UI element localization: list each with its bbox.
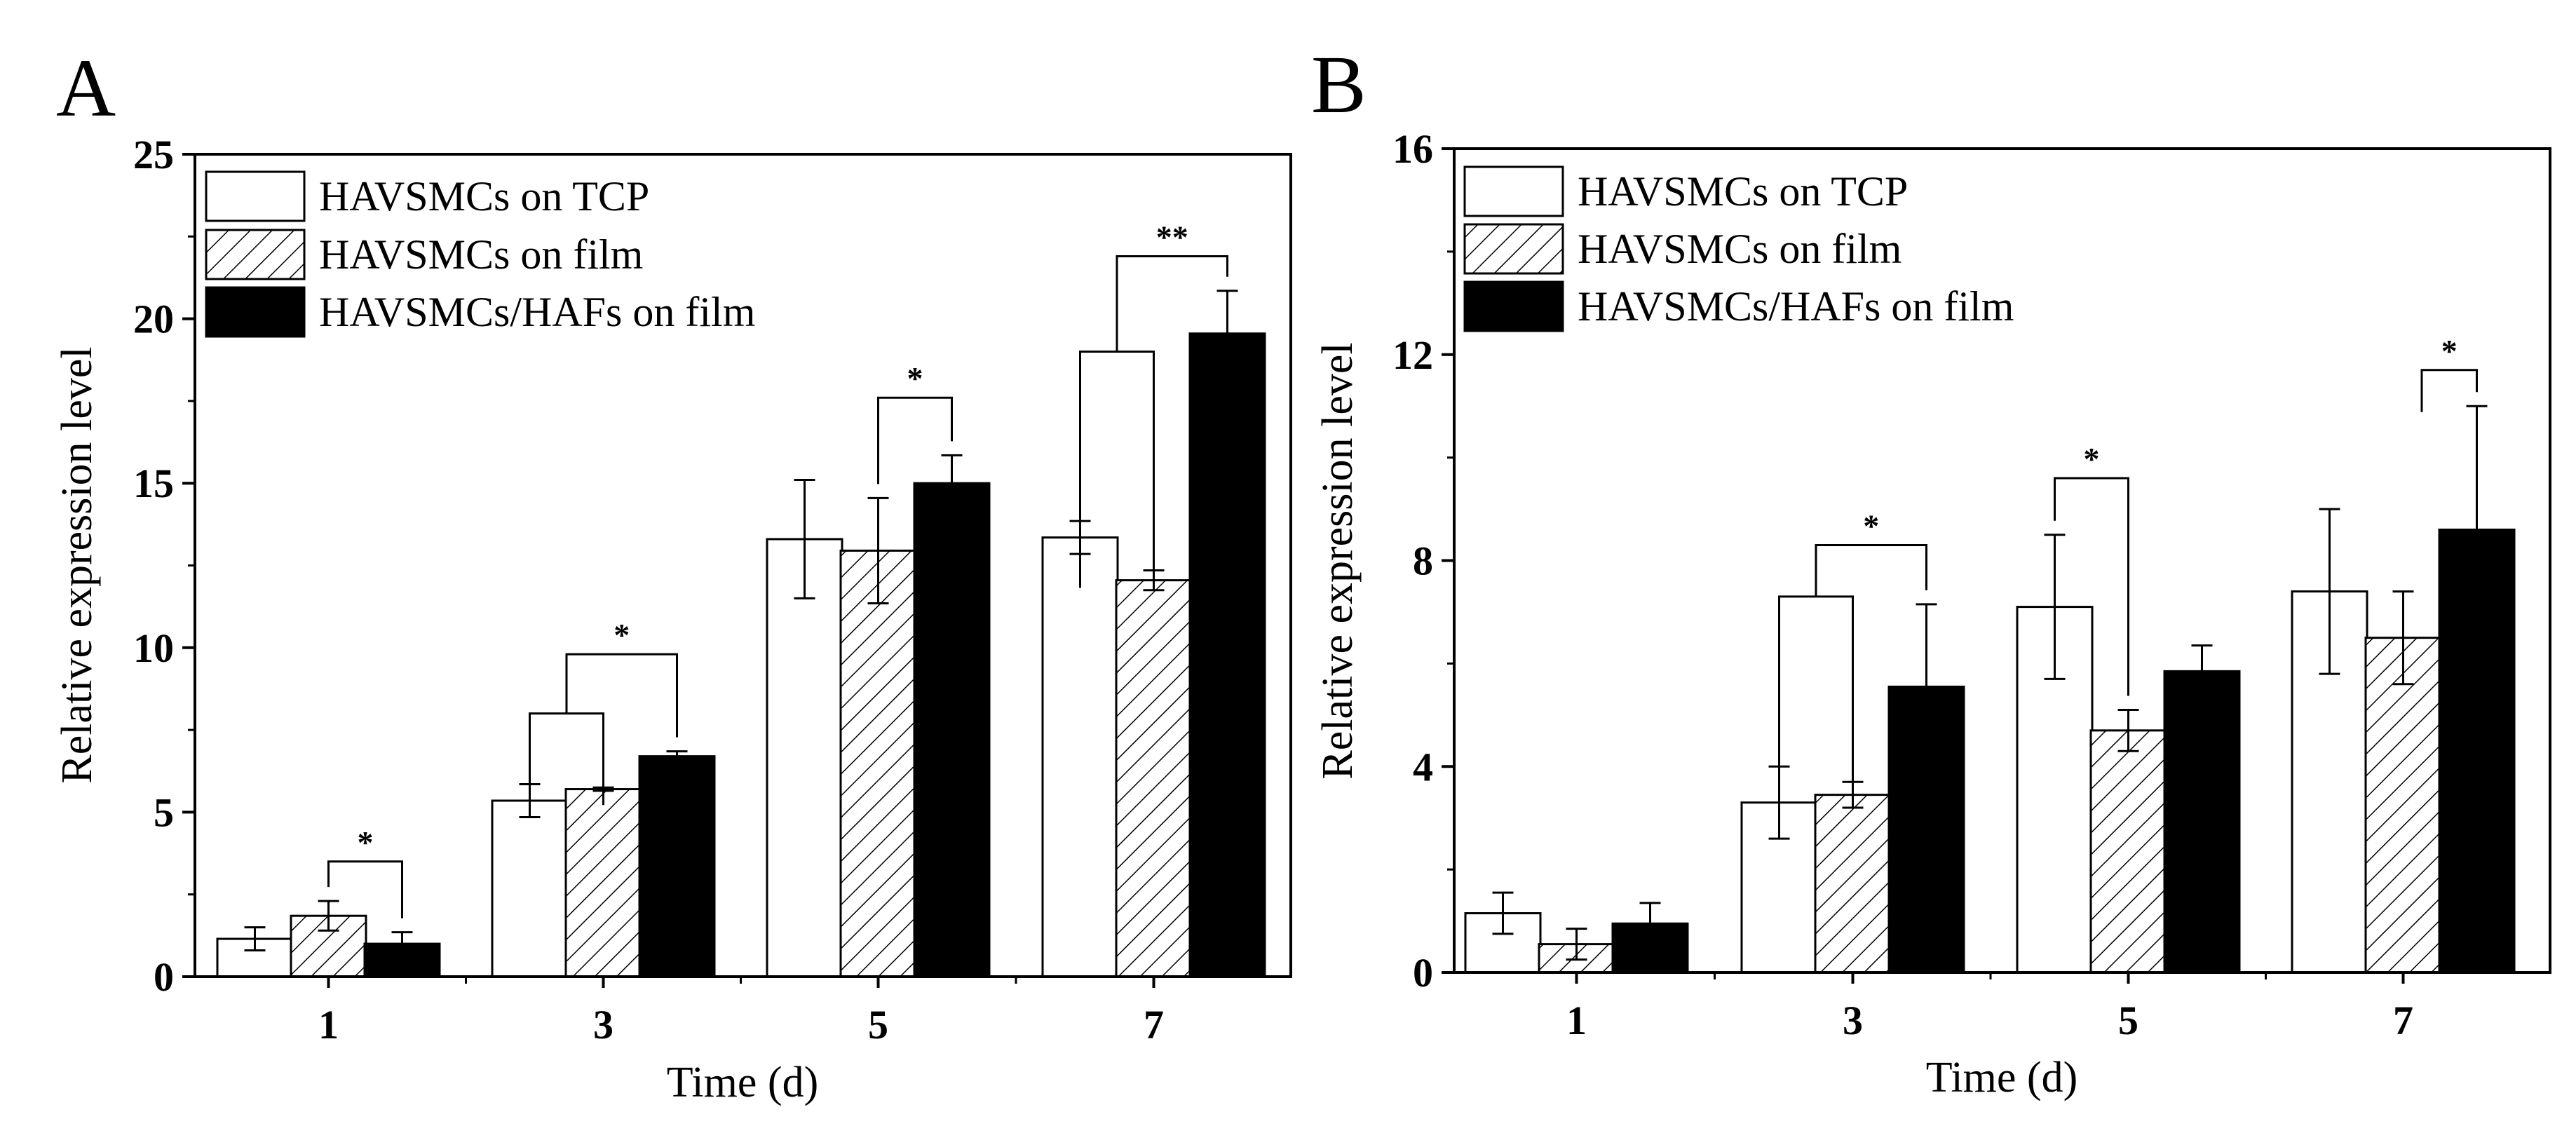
y-tick-label: 20 [133,297,174,342]
y-tick-label: 10 [133,625,174,671]
legend-swatch-black [205,286,306,338]
significance-label: * [907,360,923,396]
plot-frame [194,153,1292,978]
significance-label: * [614,617,630,653]
bar [766,538,843,978]
significance-bracket [877,396,953,484]
y-tick-label: 4 [1413,744,1433,789]
significance-bracket [2054,477,2129,696]
x-tick-label: 3 [593,1002,614,1047]
bar [1041,536,1119,978]
legend-swatch-white [205,170,306,222]
significance-bracket [2420,369,2478,412]
panel-label: B [1311,39,1367,130]
group-bracket [1778,595,1854,800]
y-tick-label: 0 [154,954,174,1000]
legend-label: HAVSMCs on TCP [1578,168,1908,215]
x-tick-label: 1 [318,1002,339,1047]
x-tick-label: 7 [2393,998,2413,1043]
legend-label: HAVSMCs on film [319,231,643,278]
legend-label: HAVSMCs/HAFs on film [1578,283,2014,330]
y-axis-title: Relative expression level [1314,342,1362,779]
legend: HAVSMCs on TCP HAVSMCs on film HAVSMCs/H… [1463,165,2014,332]
y-tick-label: 16 [1392,126,1433,172]
legend-swatch-hatched [205,229,306,280]
x-tick-label: 7 [1144,1002,1164,1047]
bar [491,799,569,978]
x-tick-label: 5 [868,1002,888,1047]
legend-swatch-white [1463,165,1564,217]
significance-bracket [327,860,403,918]
x-tick-label: 5 [2118,998,2138,1043]
legend-label: HAVSMCs on TCP [319,173,649,219]
legend: HAVSMCs on TCP HAVSMCs on film HAVSMCs/H… [205,170,755,338]
bar [1814,794,1892,974]
significance-bracket [1116,255,1228,352]
legend-swatch-hatched [1463,223,1564,275]
bar [1611,922,1689,974]
significance-label: * [1863,508,1879,543]
bar [638,755,716,978]
x-axis-title: Time (d) [667,1059,818,1106]
x-tick-label: 1 [1566,998,1587,1043]
plot-frame [1453,147,2551,974]
significance-label: * [2441,333,2458,369]
y-tick-label: 8 [1413,538,1433,584]
significance-bracket [1815,543,1927,597]
chart-panel-b: B 0 4 8 12 16 1 3 5 7 * * * Relative expression lev… [1311,39,2551,1101]
y-tick-label: 5 [154,789,174,835]
bar [1115,579,1193,978]
bar [1188,332,1266,978]
y-tick-label: 0 [1413,950,1433,996]
y-tick-label: 12 [1392,332,1433,378]
y-axis-title: Relative expression level [53,346,101,783]
y-tick-label: 25 [133,132,174,177]
bar [564,788,642,978]
bar [2163,670,2241,974]
bar [839,549,917,978]
bar [2089,729,2167,974]
legend-label: HAVSMCs on film [1578,226,1902,272]
y-tick-label: 15 [133,461,174,506]
significance-label: * [2084,441,2100,477]
panel-label: A [56,42,116,134]
bar [2364,637,2442,974]
x-tick-label: 3 [1843,998,1863,1043]
legend-label: HAVSMCs/HAFs on film [319,289,755,335]
legend-swatch-black [1463,280,1564,332]
significance-label: * [358,825,374,860]
significance-bracket [565,653,678,738]
bar [913,482,991,978]
x-axis-title: Time (d) [1926,1054,2077,1101]
significance-label: ** [1156,219,1188,255]
